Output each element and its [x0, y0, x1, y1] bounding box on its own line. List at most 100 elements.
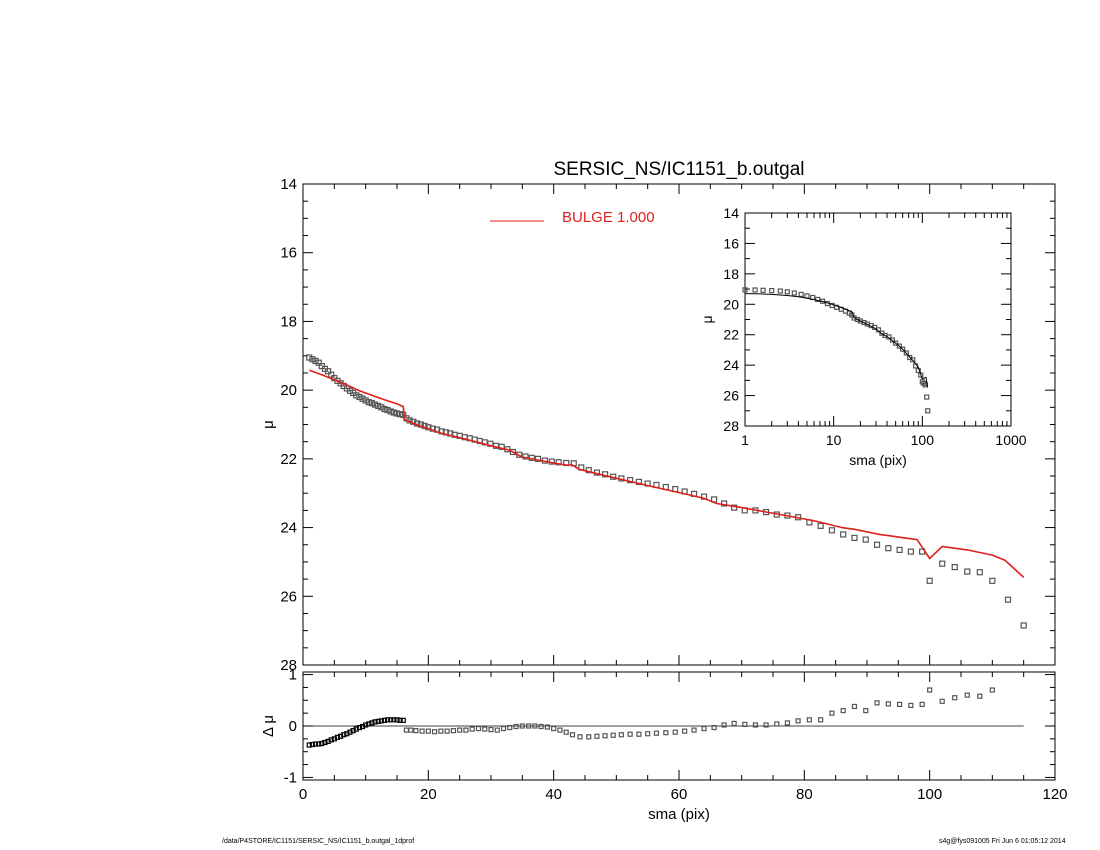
main-data-point: [381, 405, 388, 413]
main-data-point: [509, 448, 517, 456]
inset-data-point: [742, 287, 748, 293]
main-data-point: [926, 577, 933, 584]
inset-data-point: [834, 304, 840, 310]
resid-data-outer-point: [763, 722, 769, 728]
main-data-point: [365, 399, 372, 406]
main-data-point: [315, 359, 322, 366]
inset-ytick-label: 24: [723, 357, 739, 373]
resid-ytick-label: 1: [289, 667, 297, 684]
resid-data-outer-point: [419, 728, 425, 734]
resid-data-outer-point: [742, 721, 748, 728]
resid-data-outer-point: [610, 732, 616, 738]
main-data-point: [635, 478, 642, 485]
resid-xtick-label: 100: [917, 786, 942, 803]
main-data-point: [862, 536, 869, 543]
resid-xlabel: sma (pix): [648, 806, 710, 823]
resid-data-outer-point: [919, 701, 925, 708]
inset-data-point: [791, 290, 797, 296]
resid-data-outer-point: [494, 727, 500, 733]
resid-data-inner-point: [385, 717, 391, 723]
resid-data-outer-point: [885, 701, 891, 707]
main-ytick-label: 22: [280, 451, 297, 468]
resid-data-inner-point: [309, 741, 315, 748]
inset-data-point: [925, 408, 931, 414]
resid-data-outer-point: [403, 727, 409, 733]
inset-xtick-label: 1000: [995, 432, 1026, 448]
main-data-point: [976, 569, 983, 576]
resid-data-outer-point: [784, 720, 791, 726]
resid-data-outer-point: [645, 731, 651, 737]
resid-data-outer-point: [408, 727, 414, 733]
resid-data-outer-point: [795, 718, 801, 724]
main-data-point: [353, 392, 360, 399]
resid-xtick-label: 60: [671, 786, 688, 803]
resid-data-outer-point: [425, 728, 431, 734]
resid-data-outer-point: [551, 725, 557, 732]
resid-xtick-label: 0: [299, 786, 307, 803]
main-data-point: [384, 406, 391, 414]
main-data-point: [328, 371, 335, 378]
main-data-point: [1020, 622, 1027, 629]
resid-data-inner-point: [366, 721, 372, 727]
main-data-point: [555, 459, 562, 466]
resid-data-inner-point: [341, 732, 347, 738]
resid-data-outer-point: [450, 728, 456, 734]
resid-data-outer-point: [500, 725, 507, 732]
inset-ytick-label: 16: [723, 235, 739, 251]
inset-data-point: [903, 350, 909, 356]
resid-data-outer-point: [475, 725, 482, 732]
main-data-point: [397, 411, 404, 418]
resid-data-outer-point: [488, 726, 494, 733]
resid-data-outer-point: [513, 723, 519, 730]
main-ytick-label: 18: [280, 313, 297, 330]
main-data-point: [375, 402, 382, 410]
resid-data-outer-point: [563, 729, 569, 735]
main-ytick-label: 26: [280, 588, 297, 605]
resid-data-outer-point: [952, 695, 958, 701]
main-ytick-label: 16: [280, 245, 297, 262]
resid-data-outer-point: [636, 731, 642, 737]
resid-data-outer-point: [721, 722, 727, 728]
resid-data-outer-point: [457, 727, 463, 733]
main-data-point: [393, 410, 401, 417]
resid-data-outer-point: [896, 701, 903, 708]
resid-data-outer-point: [711, 724, 717, 731]
resid-xtick-label: 120: [1042, 786, 1067, 803]
resid-data-outer-point: [602, 733, 608, 739]
inset-ytick-label: 22: [723, 327, 739, 343]
resid-data-inner-point: [369, 720, 375, 726]
inset-xlabel: sma (pix): [849, 452, 907, 468]
main-data-point: [989, 577, 996, 584]
resid-data-outer-point: [977, 693, 983, 699]
main-ytick-label: 14: [280, 176, 297, 193]
resid-data-outer-point: [594, 733, 600, 739]
main-data-point: [378, 404, 385, 411]
resid-data-inner-point: [400, 717, 406, 723]
main-data-point: [371, 401, 379, 408]
resid-data-inner-point: [394, 717, 400, 723]
resid-data-outer-point: [672, 729, 678, 735]
main-data-point: [964, 568, 971, 575]
inset-ytick-label: 18: [723, 266, 739, 282]
resid-ytick-label: 0: [289, 718, 297, 735]
main-title: SERSIC_NS/IC1151_b.outgal: [553, 159, 804, 180]
resid-xtick-label: 40: [545, 786, 562, 803]
resid-data-outer-point: [806, 717, 812, 723]
resid-data-outer-point: [691, 727, 697, 733]
main-data-point: [306, 354, 313, 361]
resid-data-outer-point: [752, 722, 759, 728]
resid-data-outer-point: [544, 724, 551, 730]
resid-data-outer-point: [538, 723, 544, 730]
resid-data-inner-point: [391, 717, 397, 723]
main-ytick-label: 20: [280, 382, 297, 399]
inset-xtick-label: 10: [826, 432, 842, 448]
main-data-point: [896, 546, 903, 554]
resid-data-inner-point: [397, 717, 403, 723]
resid-data-outer-point: [444, 728, 450, 734]
resid-data-outer-point: [851, 703, 858, 710]
resid-data-outer-point: [964, 692, 970, 698]
inset-data-point: [924, 394, 930, 400]
inset-data-point: [784, 289, 790, 295]
main-data-point: [851, 534, 858, 541]
